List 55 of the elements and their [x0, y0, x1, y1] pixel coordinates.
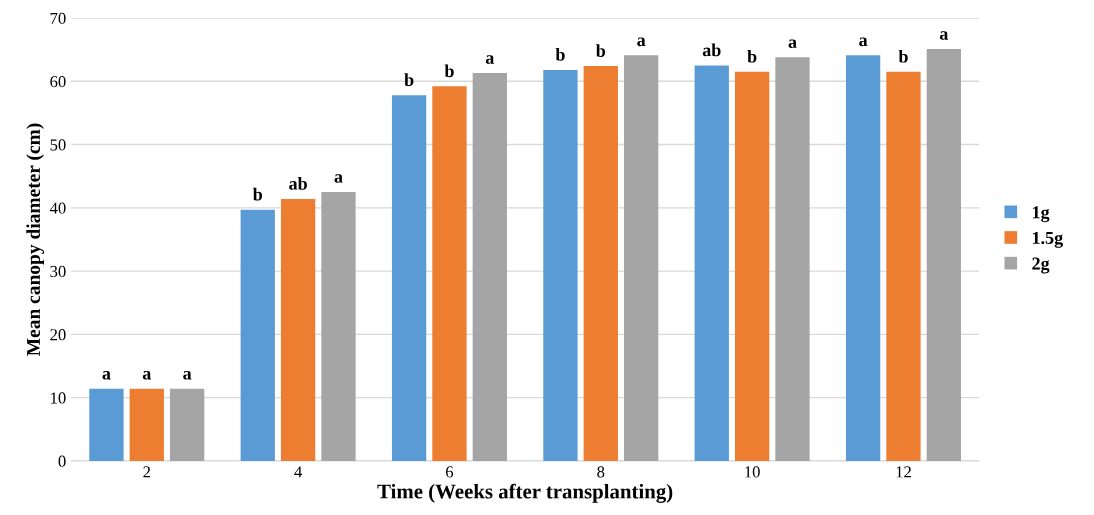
y-tick-label: 10	[51, 392, 66, 404]
data-label: b	[444, 64, 454, 78]
bar	[472, 73, 507, 461]
data-label: a	[183, 370, 192, 380]
bar	[240, 209, 275, 461]
y-tick-label: 0	[58, 455, 66, 467]
y-tick-label: 20	[50, 329, 66, 341]
x-tick-label: 12	[896, 466, 911, 478]
bar	[89, 388, 124, 461]
legend-label: 1.5g	[1032, 231, 1063, 248]
y-tick-label: 70	[50, 12, 66, 24]
y-tick-label: 60	[50, 76, 66, 88]
data-label: b	[404, 73, 414, 86]
x-tick-label: 2	[143, 466, 151, 478]
bar	[926, 49, 961, 461]
data-label: a	[859, 37, 868, 47]
data-label: b	[898, 49, 908, 63]
data-label: b	[555, 47, 565, 61]
x-tick-label: 4	[294, 466, 303, 478]
bar	[775, 57, 810, 461]
y-tick-label: 40	[49, 202, 66, 214]
bar	[694, 65, 729, 461]
legend-label: 2g	[1032, 257, 1050, 274]
y-tick-label: 50	[50, 139, 66, 151]
bar	[391, 95, 427, 461]
data-label: a	[142, 370, 152, 380]
data-label: a	[485, 55, 495, 64]
bar	[129, 388, 164, 461]
legend-label: 1g	[1032, 206, 1050, 223]
x-axis-title: Time (Weeks after transplanting)	[377, 483, 673, 503]
data-label: a	[637, 37, 646, 47]
data-label: b	[596, 44, 606, 57]
data-label: a	[939, 31, 949, 40]
bar	[169, 388, 205, 461]
bar	[543, 69, 578, 461]
bar	[432, 86, 467, 461]
data-label: a	[788, 39, 797, 49]
y-axis-title: Mean canopy diameter (cm)	[26, 123, 45, 356]
data-label: a	[102, 370, 111, 380]
bar	[845, 55, 881, 461]
data-label: ab	[289, 177, 307, 190]
x-tick-label: 8	[597, 466, 605, 478]
y-tick-label: 30	[50, 265, 66, 278]
bar	[583, 66, 618, 461]
x-tick-label: 6	[446, 466, 454, 478]
data-label: ab	[702, 43, 721, 57]
bar	[886, 71, 921, 461]
bar	[321, 192, 356, 461]
x-tick-label: 10	[745, 466, 760, 478]
bar	[280, 198, 316, 461]
bar	[734, 71, 770, 461]
bar	[623, 55, 659, 461]
data-label: b	[252, 187, 263, 201]
data-label: a	[334, 174, 343, 183]
data-label: b	[747, 49, 757, 63]
